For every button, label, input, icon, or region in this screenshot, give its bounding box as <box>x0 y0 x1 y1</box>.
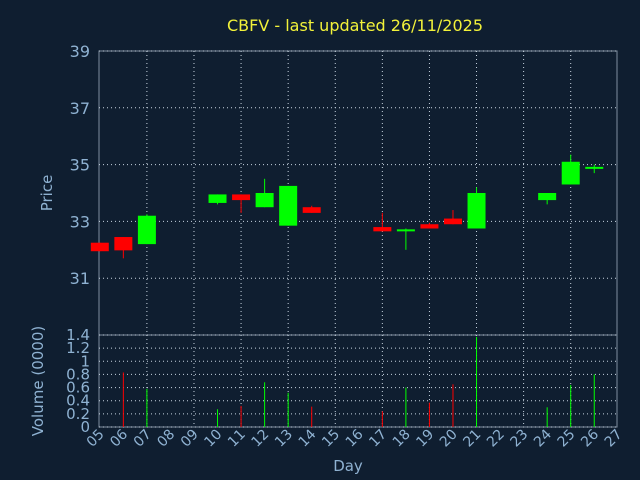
day-tick-label: 24 <box>531 426 555 450</box>
volume-tick-label: 0.8 <box>66 365 90 383</box>
volume-tick-label: 1.4 <box>66 326 90 344</box>
volume-axis-label: Volume (0000) <box>29 326 47 436</box>
price-tick-label: 33 <box>70 212 90 231</box>
candle-body <box>538 193 557 201</box>
day-tick-label: 26 <box>578 426 602 450</box>
day-tick-label: 18 <box>390 427 414 451</box>
day-tick-label: 09 <box>178 427 202 451</box>
day-tick-label: 11 <box>225 427 249 451</box>
price-tick-label: 31 <box>70 269 90 288</box>
candle-body <box>302 207 321 213</box>
day-tick-label: 15 <box>319 427 343 451</box>
day-tick-label: 14 <box>296 426 320 450</box>
price-y-ticks: 31 33 35 37 39 <box>70 42 90 288</box>
price-gridlines <box>99 50 617 335</box>
chart-title: CBFV - last updated 26/11/2025 <box>227 16 483 35</box>
volume-tick-label: 0.2 <box>66 405 90 423</box>
price-tick-label: 39 <box>70 42 90 61</box>
candle-body <box>420 224 439 229</box>
candle-body <box>114 237 133 251</box>
day-tick-label: 23 <box>508 427 532 451</box>
candle-body <box>279 185 298 226</box>
day-tick-label: 25 <box>555 427 579 451</box>
volume-tick-label: 1.2 <box>66 339 90 357</box>
candle-body <box>561 161 580 185</box>
day-axis-ticks: 05 06 07 08 09 10 11 12 13 14 15 16 17 18 19 20 21 22 23 24… <box>84 426 626 450</box>
candle-body <box>90 242 109 252</box>
price-tick-label: 35 <box>70 156 90 175</box>
day-tick-label: 27 <box>602 427 626 451</box>
day-tick-label: 21 <box>460 427 484 451</box>
volume-tick-label: 0.4 <box>66 392 90 410</box>
day-tick-label: 17 <box>366 427 390 451</box>
candle-body <box>585 166 604 169</box>
candle-body <box>137 215 156 245</box>
day-tick-label: 22 <box>484 427 508 451</box>
candlestick-series <box>90 154 604 259</box>
day-tick-label: 10 <box>201 427 225 451</box>
day-tick-label: 08 <box>154 427 178 451</box>
day-tick-label: 12 <box>249 427 273 451</box>
volume-tick-label: 0.6 <box>66 379 90 397</box>
candle-body <box>396 229 415 232</box>
candle-body <box>232 194 251 201</box>
price-tick-label: 37 <box>70 99 90 118</box>
candle-body <box>208 194 227 203</box>
price-plot-area <box>98 50 618 336</box>
day-tick-label: 06 <box>107 426 131 450</box>
volume-y-ticks: 00.20.40.60.811.21.4 <box>66 326 90 436</box>
volume-tick-label: 1 <box>80 352 90 370</box>
day-axis-label: Day <box>333 457 363 475</box>
volume-tick-label: 0 <box>80 418 90 436</box>
volume-plot-area <box>98 334 618 428</box>
day-tick-label: 16 <box>343 426 367 450</box>
candle-body <box>443 218 462 225</box>
candle-body <box>373 227 392 232</box>
candle-body <box>255 193 274 208</box>
day-tick-label: 19 <box>413 427 437 451</box>
day-tick-label: 13 <box>272 427 296 451</box>
candle-body <box>467 193 486 229</box>
day-tick-label: 07 <box>131 427 155 451</box>
volume-bar-series <box>122 336 595 427</box>
day-tick-label: 20 <box>437 427 461 451</box>
price-axis-label: Price <box>38 175 56 212</box>
